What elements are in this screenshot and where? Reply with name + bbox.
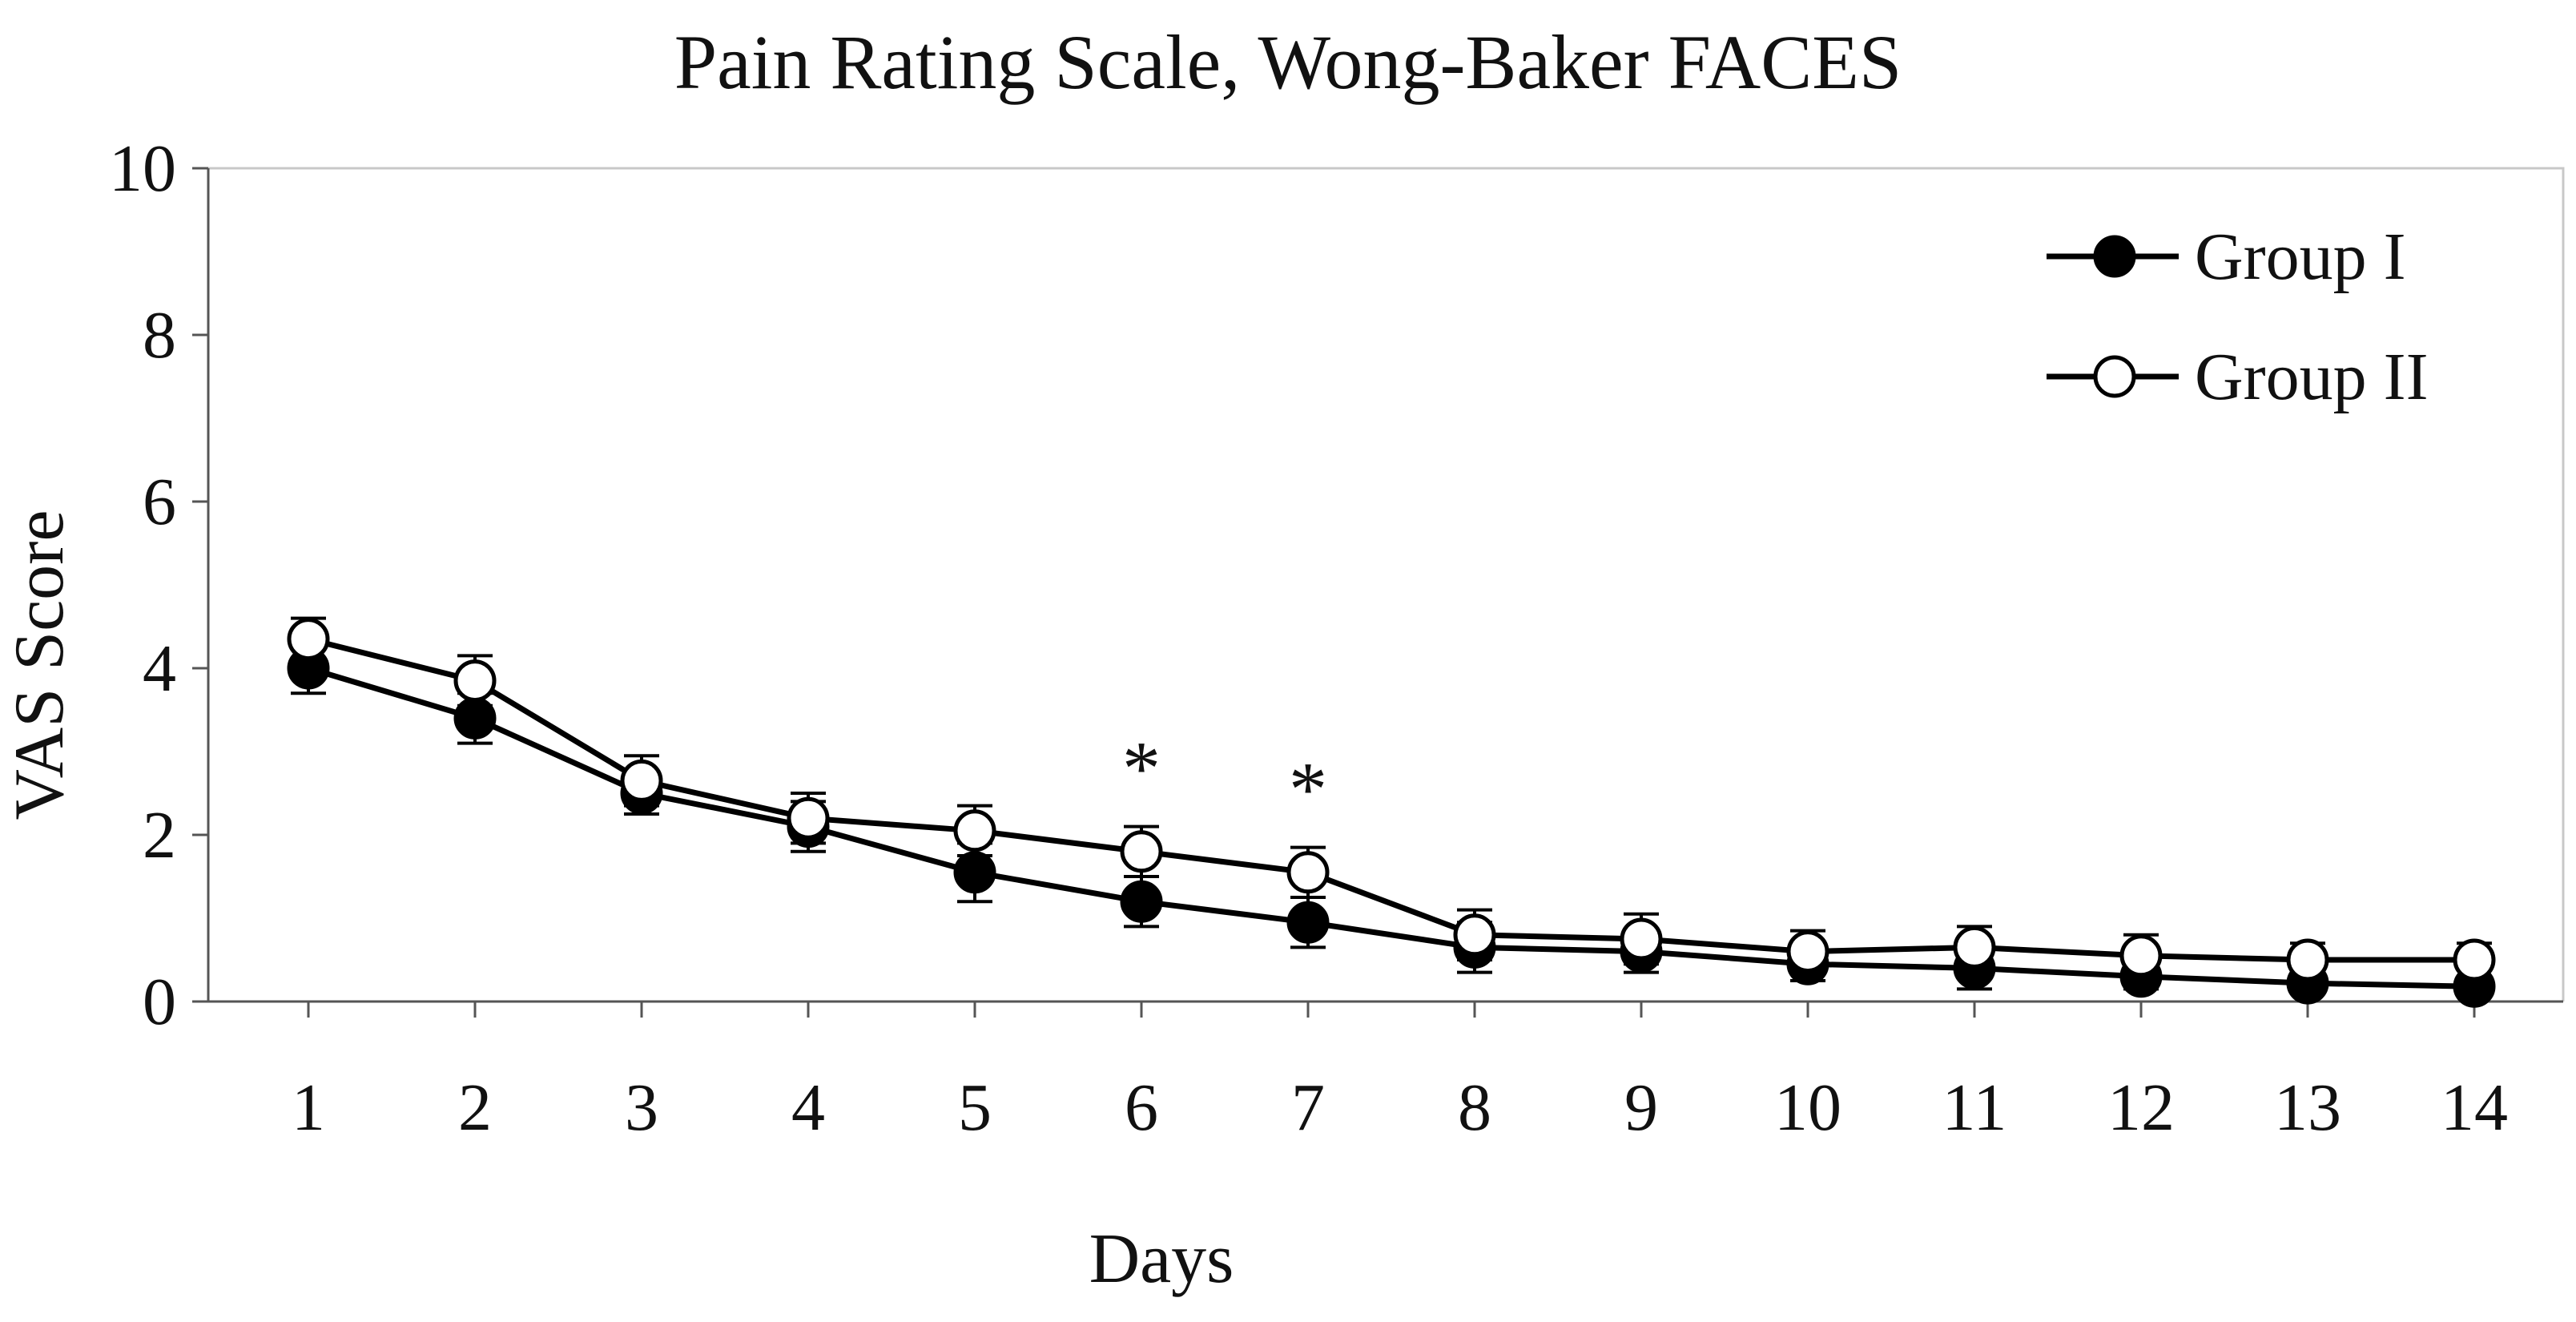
y-tick-label: 6 (143, 465, 176, 539)
x-tick-label: 1 (292, 1070, 325, 1145)
y-tick-label: 2 (143, 798, 176, 873)
data-point-2 (1286, 851, 1330, 894)
data-point-2 (1453, 913, 1496, 957)
x-tick-label: 12 (2107, 1070, 2175, 1145)
data-point-2 (2286, 938, 2329, 981)
y-tick-label: 4 (143, 631, 176, 706)
x-tick-label: 7 (1291, 1070, 1325, 1145)
data-point-2 (953, 809, 996, 852)
data-point-2 (620, 759, 663, 802)
series-line-1 (307, 665, 2475, 989)
significance-marker: * (1289, 747, 1327, 832)
x-tick-label: 6 (1125, 1070, 1158, 1145)
series-line-2 (308, 636, 2474, 963)
data-point-2 (287, 618, 330, 661)
data-point-2 (1953, 925, 1996, 969)
legend-label: Group I (2195, 220, 2406, 294)
data-point-2 (1620, 917, 1663, 961)
legend-marker (2093, 355, 2136, 398)
x-axis-label: Days (1089, 1220, 1234, 1298)
data-point-1 (1120, 880, 1163, 923)
plot-frame (208, 167, 2565, 1002)
data-point-2 (2119, 934, 2163, 977)
legend: Group I Group II (2047, 220, 2429, 414)
y-axis-label: VAS Score (1, 510, 78, 820)
legend-marker (2093, 235, 2136, 278)
y-tick-label: 8 (143, 298, 176, 373)
x-tick-label: 11 (1942, 1070, 2007, 1145)
significance-marker: * (1122, 726, 1161, 812)
data-point-1 (1286, 901, 1330, 944)
legend-label: Group II (2195, 340, 2429, 414)
x-tick-label: 13 (2274, 1070, 2341, 1145)
data-point-2 (1120, 830, 1163, 873)
x-tick-label: 9 (1624, 1070, 1658, 1145)
data-point-2 (2453, 938, 2496, 981)
data-point-1 (953, 851, 996, 894)
x-tick-label: 14 (2441, 1070, 2508, 1145)
x-tick-label: 4 (791, 1070, 825, 1145)
y-tick-label: 0 (143, 965, 176, 1039)
x-tick-label: 5 (958, 1070, 992, 1145)
x-tick-label: 2 (458, 1070, 492, 1145)
x-tick-label: 8 (1458, 1070, 1491, 1145)
data-point-2 (1786, 930, 1829, 973)
x-tick-label: 3 (625, 1070, 658, 1145)
data-point-2 (453, 659, 497, 703)
chart-title: Pain Rating Scale, Wong-Baker FACES (674, 19, 1902, 105)
x-tick-label: 10 (1774, 1070, 1841, 1145)
data-point-2 (787, 796, 830, 840)
y-tick-label: 10 (109, 131, 176, 206)
